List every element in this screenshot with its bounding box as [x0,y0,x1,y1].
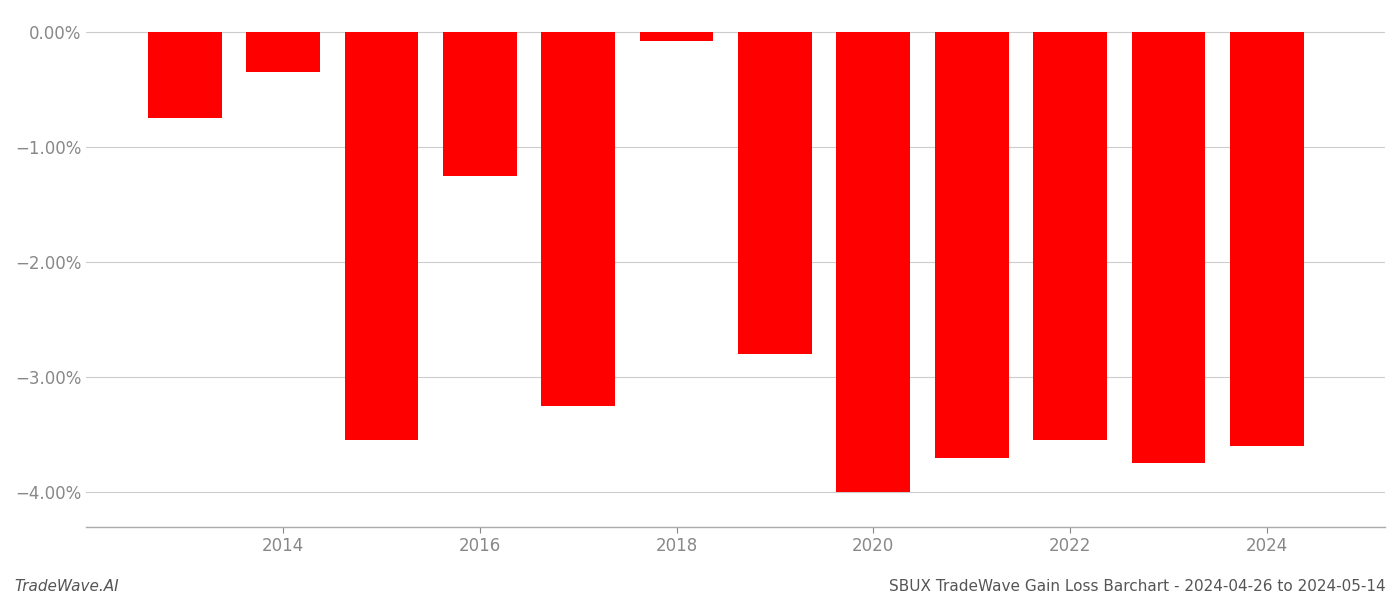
Bar [344,32,419,440]
Text: SBUX TradeWave Gain Loss Barchart - 2024-04-26 to 2024-05-14: SBUX TradeWave Gain Loss Barchart - 2024… [889,579,1386,594]
Bar [1231,32,1303,446]
Bar [1131,32,1205,463]
Bar [148,32,221,118]
Bar [836,32,910,492]
Bar [1033,32,1107,440]
Bar [640,32,714,41]
Bar [738,32,812,354]
Bar [542,32,615,406]
Text: TradeWave.AI: TradeWave.AI [14,579,119,594]
Bar [442,32,517,176]
Bar [935,32,1008,458]
Bar [246,32,321,73]
